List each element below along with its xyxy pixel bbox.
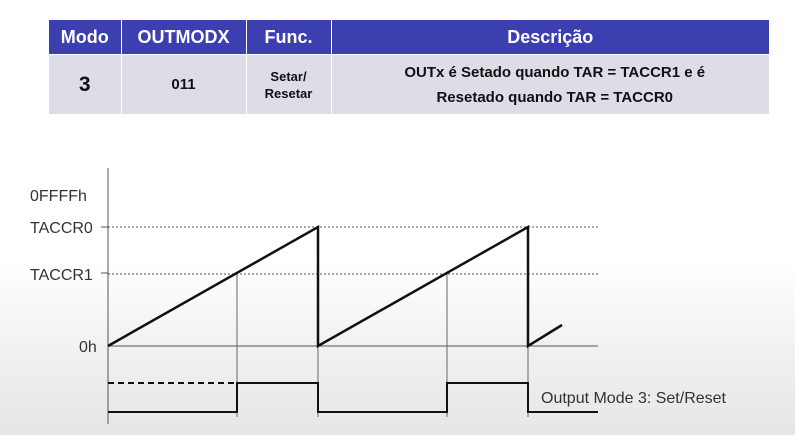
output-waveform — [108, 382, 598, 413]
label-0ffffh: 0FFFFh — [30, 188, 87, 205]
func-line-1: Setar/ — [270, 68, 307, 84]
cell-description: OUTx é Setado quando TAR = TACCR1 e é Re… — [330, 54, 769, 114]
description-line-2: Resetado quando TAR = TACCR0 — [436, 88, 674, 106]
table-header-row: Modo OUTMODX Func. Descrição — [49, 20, 769, 55]
counter-sawtooth — [107, 224, 563, 349]
output-mode-label: Output Mode 3: Set/Reset — [541, 390, 727, 407]
header-outmodx: OUTMODX — [120, 20, 246, 55]
header-func: Func. — [245, 20, 331, 55]
cell-mode: 3 — [49, 54, 121, 114]
header-mode: Modo — [49, 20, 121, 55]
label-0h: 0h — [79, 339, 97, 356]
label-taccr0: TACCR0 — [30, 220, 93, 237]
label-taccr1: TACCR1 — [30, 267, 93, 284]
func-line-2: Resetar — [264, 85, 313, 101]
cell-func: Setar/ Resetar — [245, 54, 331, 114]
description-line-1: OUTx é Setado quando TAR = TACCR1 e é — [404, 63, 706, 81]
mode-table: Modo OUTMODX Func. Descrição 3 011 Setar… — [49, 20, 769, 114]
cell-outmodx: 011 — [120, 54, 246, 114]
table-row: 3 011 Setar/ Resetar OUTx é Setado quand… — [49, 54, 769, 114]
header-description: Descrição — [330, 20, 769, 55]
